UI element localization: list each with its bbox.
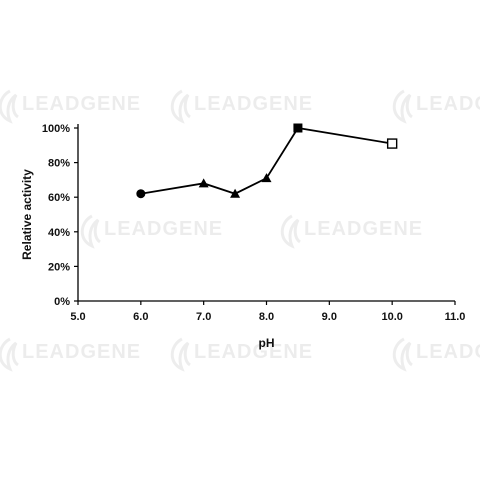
data-point-square bbox=[293, 123, 303, 133]
x-tick-label: 8.0 bbox=[259, 311, 274, 323]
watermark-text: LEADGENE bbox=[416, 341, 480, 363]
x-axis-title: pH bbox=[259, 336, 275, 350]
series-line bbox=[140, 127, 393, 195]
y-tick-label: 40% bbox=[48, 227, 70, 239]
watermark-leaf-icon bbox=[170, 89, 191, 124]
watermark-logo: LEADGENE bbox=[0, 89, 141, 124]
watermark-leaf-icon bbox=[0, 337, 19, 372]
data-point-triangle bbox=[198, 178, 209, 188]
x-tick-label: 6.0 bbox=[133, 311, 148, 323]
chart-series bbox=[136, 123, 398, 199]
watermark-layer: LEADGENE LEADGENE LEADGENE LEADGENE LEADGENE… bbox=[0, 89, 480, 372]
watermark-leaf-icon bbox=[392, 89, 413, 124]
data-point-triangle bbox=[230, 188, 241, 198]
data-point-circle bbox=[136, 189, 146, 199]
watermark-leaf-icon bbox=[392, 337, 413, 372]
watermark-text: LEADGENE bbox=[22, 93, 141, 115]
watermark-logo: LEADGENE bbox=[170, 337, 313, 372]
y-axis-title: Relative activity bbox=[20, 169, 34, 260]
y-tick-label: 60% bbox=[48, 192, 70, 204]
x-tick-label: 9.0 bbox=[322, 311, 337, 323]
watermark-logo: LEADGENE bbox=[392, 337, 480, 372]
watermark-logo: LEADGENE bbox=[80, 214, 223, 249]
watermark-text: LEADGENE bbox=[194, 341, 313, 363]
watermark-text: LEADGENE bbox=[304, 218, 423, 240]
x-tick-label: 11.0 bbox=[445, 311, 466, 323]
x-tick-label: 10.0 bbox=[381, 311, 402, 323]
x-tick-label: 5.0 bbox=[70, 311, 85, 323]
watermark-text: LEADGENE bbox=[22, 341, 141, 363]
watermark-logo: LEADGENE bbox=[170, 89, 313, 124]
data-point-square-open bbox=[386, 138, 398, 149]
y-tick-label: 80% bbox=[48, 158, 70, 170]
watermark-leaf-icon bbox=[0, 89, 19, 124]
x-tick-label: 7.0 bbox=[196, 311, 211, 323]
watermark-text: LEADGENE bbox=[416, 93, 480, 115]
watermark-text: LEADGENE bbox=[194, 93, 313, 115]
watermark-logo: LEADGENE bbox=[0, 337, 141, 372]
y-tick-label: 100% bbox=[42, 123, 70, 135]
watermark-leaf-icon bbox=[280, 214, 301, 249]
chart-axes bbox=[74, 124, 456, 305]
watermark-leaf-icon bbox=[80, 214, 101, 249]
watermark-leaf-icon bbox=[170, 337, 191, 372]
y-tick-label: 20% bbox=[48, 261, 70, 273]
data-point-triangle bbox=[261, 173, 272, 183]
watermark-logo: LEADGENE bbox=[280, 214, 423, 249]
y-tick-label: 0% bbox=[54, 296, 70, 308]
watermark-text: LEADGENE bbox=[104, 218, 223, 240]
chart-labels: 0% 20% 40% 60% 80% 100% 5.0 6.0 7.0 8.0 9.0 10.0 11.… bbox=[20, 123, 465, 350]
watermark-logo: LEADGENE bbox=[392, 89, 480, 124]
